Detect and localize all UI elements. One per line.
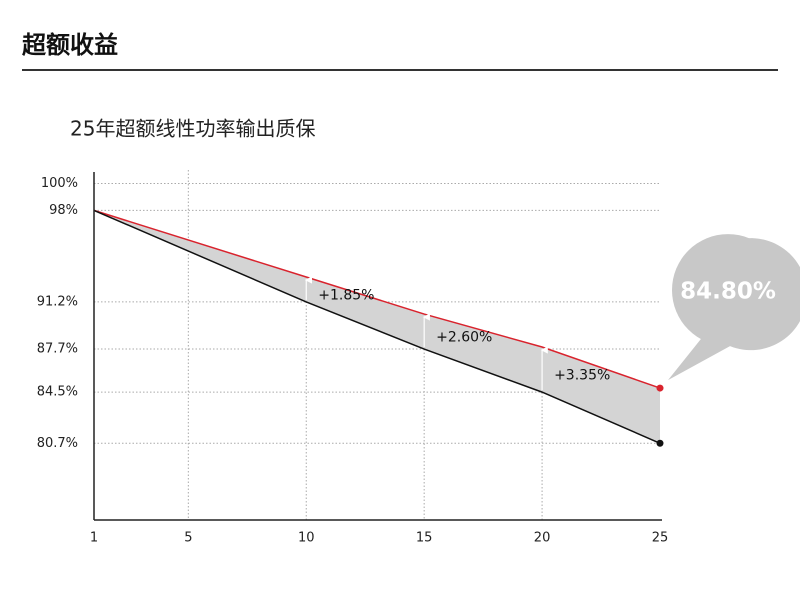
y-tick-label: 87.7% bbox=[37, 342, 78, 357]
x-tick-label: 15 bbox=[416, 531, 433, 546]
y-tick-label: 80.7% bbox=[37, 436, 78, 451]
section-title: 超额收益 bbox=[22, 31, 118, 59]
gap-label: +2.60% bbox=[436, 330, 492, 346]
y-tick-label: 84.5% bbox=[37, 385, 78, 400]
gap-area bbox=[94, 210, 660, 444]
chart-title: 25年超额线性功率输出质保 bbox=[70, 117, 315, 141]
gap-label: +3.35% bbox=[554, 368, 610, 384]
x-tick-label: 10 bbox=[298, 531, 315, 546]
x-tick-label: 1 bbox=[90, 531, 98, 546]
series-line bbox=[93, 209, 661, 444]
y-tick-label: 100% bbox=[41, 176, 78, 191]
x-tick-label: 20 bbox=[534, 531, 551, 546]
y-tick-label: 91.2% bbox=[37, 294, 78, 309]
end-point bbox=[656, 439, 664, 447]
x-tick-label: 5 bbox=[184, 531, 192, 546]
x-tick-label: 25 bbox=[652, 531, 669, 546]
gap-label: +1.85% bbox=[318, 287, 374, 303]
end-point bbox=[656, 384, 664, 392]
callout-bubble bbox=[672, 234, 784, 347]
value-label: 84.80% bbox=[680, 279, 776, 305]
y-tick-label: 98% bbox=[49, 203, 78, 218]
